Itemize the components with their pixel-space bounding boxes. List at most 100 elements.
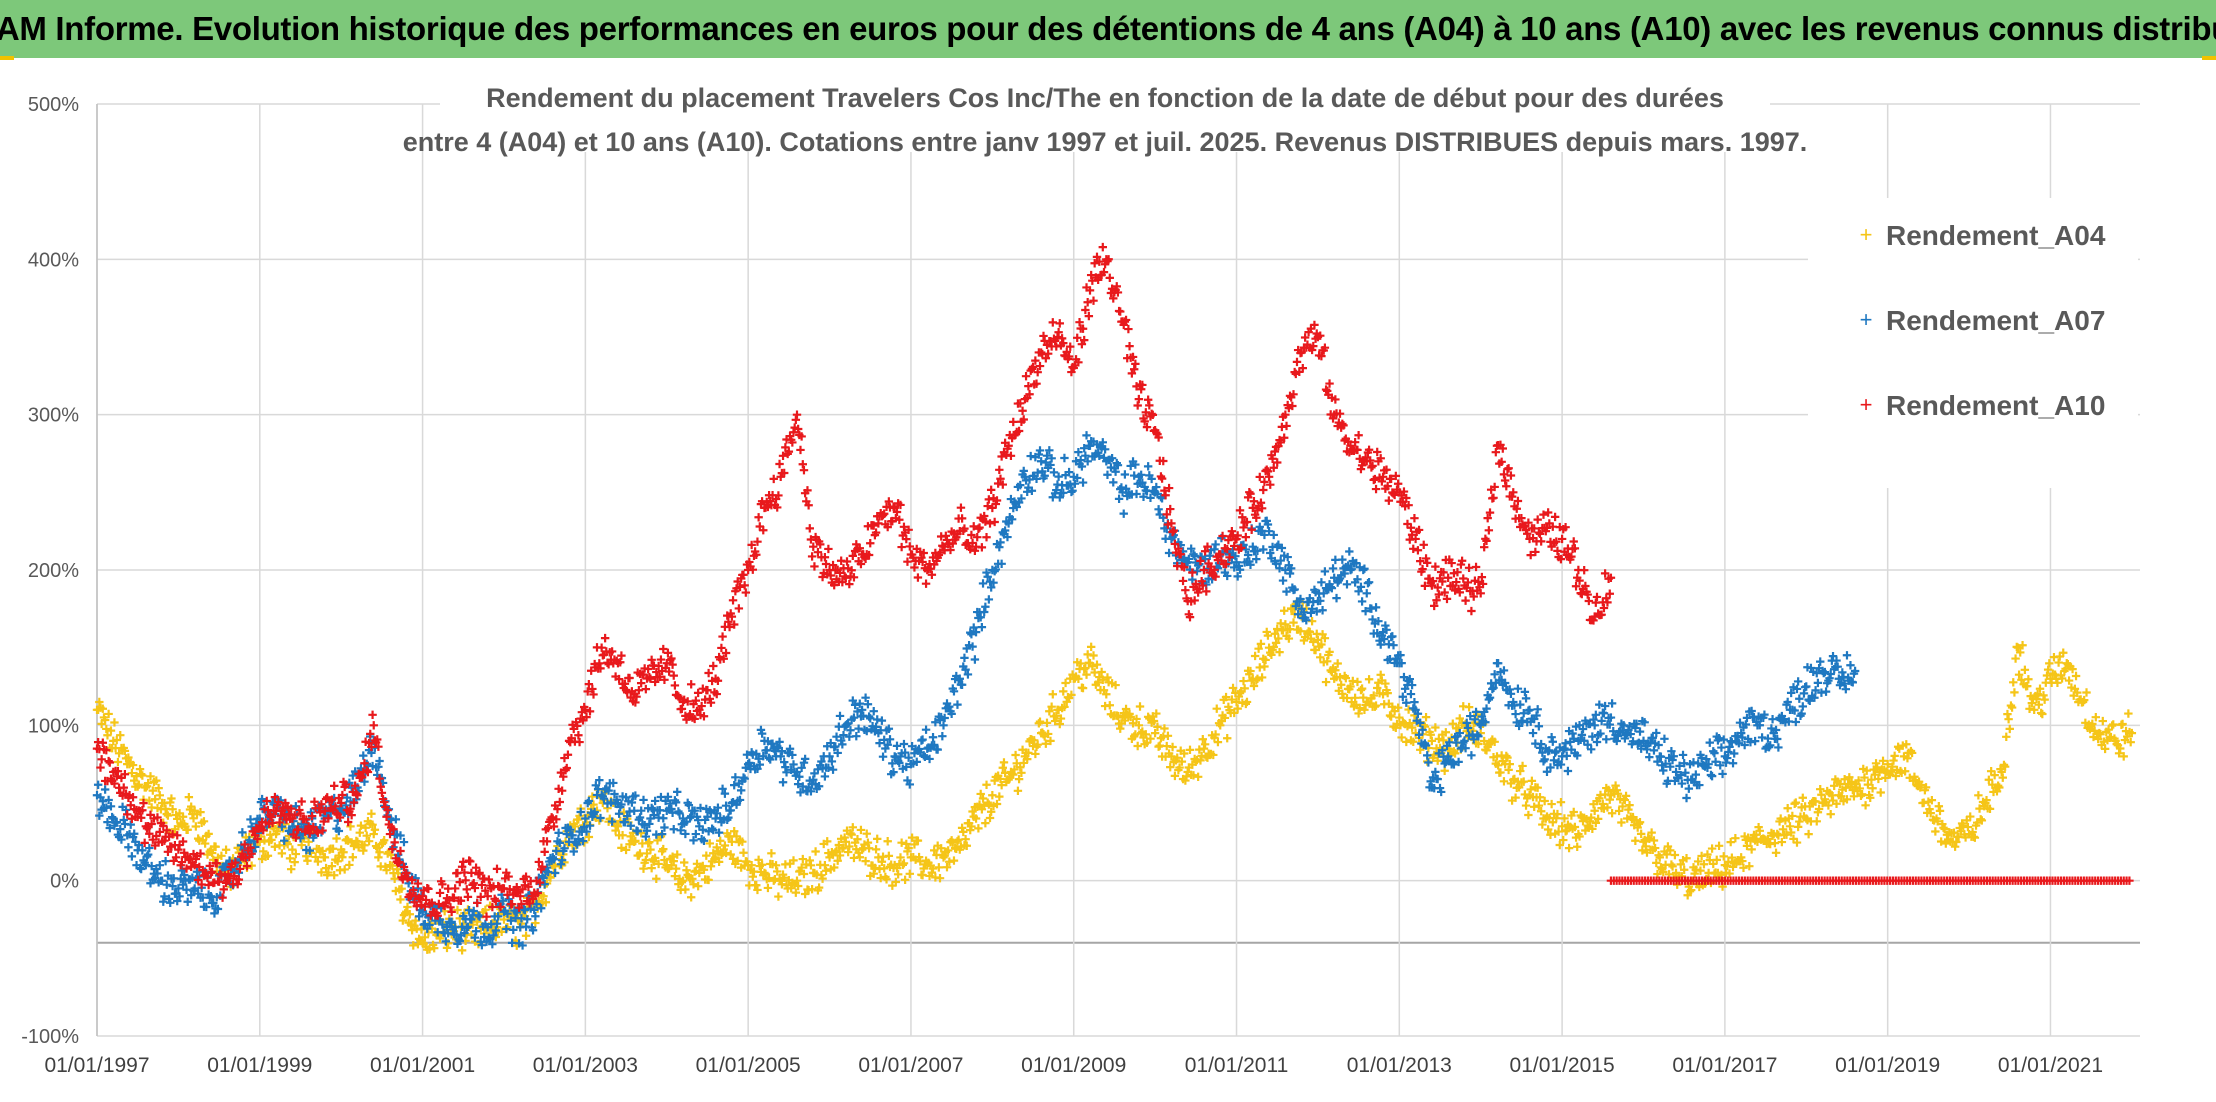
data-point-a04 — [1141, 730, 1151, 739]
data-point-a10 — [740, 581, 749, 590]
data-point-a07 — [1361, 606, 1370, 616]
data-point-a07 — [1667, 746, 1676, 756]
data-point-a07 — [1374, 616, 1383, 626]
data-point-a07 — [699, 836, 709, 845]
data-point-a07 — [374, 762, 383, 772]
data-point-a07 — [1841, 685, 1851, 694]
data-point-a04 — [135, 764, 145, 774]
data-point-a04 — [833, 856, 842, 865]
data-point-a10 — [1366, 456, 1375, 465]
data-point-a04 — [959, 827, 968, 837]
data-point-a07 — [1466, 711, 1475, 721]
data-point-a10 — [830, 580, 839, 590]
data-point-a10 — [1223, 544, 1232, 554]
data-point-a07 — [832, 732, 841, 741]
y-tick-label: -100% — [21, 1026, 79, 1048]
data-point-a10 — [1428, 576, 1438, 586]
data-point-a10 — [1531, 547, 1540, 557]
data-point-a04 — [668, 852, 677, 861]
data-point-a07 — [1356, 582, 1366, 592]
data-point-a07 — [1681, 768, 1690, 777]
data-point-a04 — [1527, 776, 1537, 786]
data-point-a10 — [734, 604, 744, 613]
data-point-a07 — [1309, 597, 1318, 607]
data-point-a04 — [1847, 777, 1856, 787]
data-point-a10 — [1130, 365, 1139, 374]
data-point-a04 — [588, 792, 597, 801]
data-point-a04 — [1742, 841, 1752, 851]
data-point-a04 — [1793, 822, 1803, 832]
data-point-a10 — [789, 428, 798, 437]
data-point-a07 — [1302, 616, 1311, 625]
data-point-a10 — [1278, 412, 1288, 422]
data-point-a10 — [475, 868, 484, 878]
data-point-a10 — [1421, 554, 1431, 563]
data-point-a04 — [2073, 688, 2082, 697]
data-point-a07 — [1193, 561, 1203, 570]
data-point-a04 — [673, 850, 682, 859]
data-point-a10 — [788, 438, 797, 447]
data-point-a10 — [1227, 527, 1237, 536]
data-point-a10 — [1252, 513, 1261, 522]
data-point-a04 — [704, 875, 713, 885]
data-point-a07 — [884, 724, 894, 733]
data-point-a10 — [104, 756, 113, 766]
data-point-a10 — [957, 514, 967, 523]
data-point-a07 — [1597, 716, 1606, 726]
x-tick-label: 01/01/1999 — [207, 1054, 312, 1077]
data-point-a07 — [647, 803, 656, 813]
data-point-a07 — [1259, 545, 1268, 554]
data-point-a04 — [1342, 693, 1352, 703]
data-point-a10 — [1170, 539, 1180, 549]
data-point-a10 — [960, 524, 969, 533]
data-point-a10 — [1368, 461, 1377, 471]
data-point-a10 — [1404, 500, 1413, 510]
data-point-a10 — [1605, 589, 1614, 598]
data-point-a04 — [1631, 836, 1640, 845]
data-point-a04 — [1150, 728, 1160, 738]
data-point-a07 — [995, 543, 1004, 552]
data-point-a10 — [878, 510, 888, 520]
data-point-a04 — [1790, 799, 1799, 808]
data-point-a10 — [542, 837, 552, 846]
data-point-a07 — [831, 742, 840, 751]
data-point-a04 — [848, 823, 858, 832]
data-point-a04 — [1050, 716, 1060, 726]
data-point-a07 — [1578, 724, 1588, 734]
data-point-a04 — [789, 856, 798, 865]
data-point-a07 — [623, 811, 632, 821]
data-point-a10 — [759, 526, 768, 535]
data-point-a07 — [918, 735, 927, 744]
data-point-a10 — [654, 661, 663, 671]
data-point-a04 — [481, 905, 490, 915]
data-point-a04 — [1560, 814, 1569, 823]
data-point-a04 — [103, 731, 112, 740]
data-point-a07 — [1482, 704, 1491, 713]
data-point-a04 — [1782, 830, 1791, 839]
data-point-a07 — [1109, 478, 1118, 487]
data-point-a07 — [1398, 692, 1407, 701]
data-point-a04 — [899, 859, 909, 868]
data-point-a10 — [1393, 479, 1403, 488]
data-point-a04 — [1712, 855, 1721, 865]
data-point-a10 — [405, 890, 414, 899]
data-point-a04 — [1448, 719, 1457, 728]
banner-accent-left — [0, 56, 14, 60]
data-point-a04 — [1804, 829, 1813, 839]
data-point-a04 — [1345, 685, 1354, 694]
data-point-a10 — [331, 802, 340, 811]
data-point-a04 — [1714, 841, 1724, 851]
data-point-a10 — [113, 767, 123, 776]
data-point-a10 — [913, 573, 923, 582]
data-point-a10 — [614, 674, 624, 684]
data-point-a07 — [578, 836, 588, 846]
data-point-a07 — [1281, 565, 1290, 575]
data-point-a10 — [1571, 582, 1581, 591]
data-point-a10 — [1064, 352, 1074, 361]
data-point-a04 — [2045, 659, 2054, 668]
data-point-a10 — [1113, 288, 1123, 297]
data-point-a04 — [1212, 704, 1221, 713]
data-point-a07 — [1231, 551, 1240, 561]
x-tick-label: 01/01/2017 — [1672, 1054, 1777, 1077]
data-point-a07 — [1034, 450, 1044, 459]
